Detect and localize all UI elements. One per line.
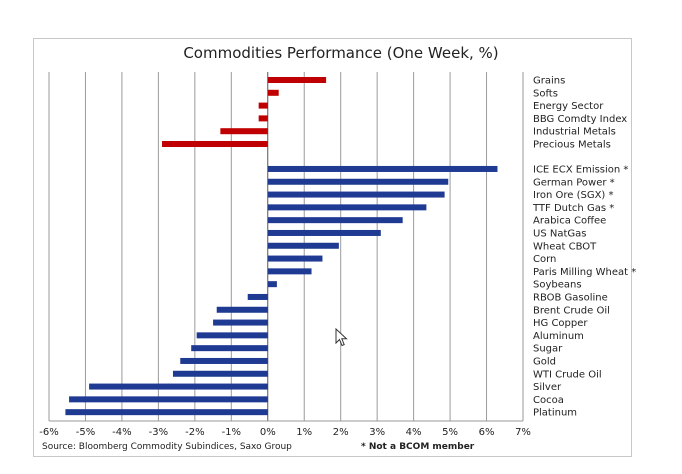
bar	[268, 217, 403, 223]
category-label: Cocoa	[533, 395, 564, 406]
bar	[259, 103, 268, 109]
membership-note: * Not a BCOM member	[361, 442, 474, 452]
category-label: Silver	[533, 382, 562, 393]
bar	[268, 166, 498, 172]
x-tick-label: -4%	[112, 427, 131, 438]
bar	[259, 115, 268, 121]
category-label: Precious Metals	[533, 140, 611, 151]
category-label: Brent Crude Oil	[533, 305, 610, 316]
source-note: Source: Bloomberg Commodity Subindices, …	[42, 442, 292, 452]
bar	[248, 294, 268, 300]
category-label: Iron Ore (SGX) *	[533, 190, 614, 201]
x-tick-label: 5%	[442, 427, 458, 438]
bar	[268, 230, 381, 236]
x-tick-label: -1%	[222, 427, 241, 438]
bar	[220, 128, 267, 134]
bar	[268, 90, 279, 96]
x-tick-label: -3%	[149, 427, 168, 438]
category-label: German Power *	[533, 177, 615, 188]
category-label: Paris Milling Wheat *	[533, 267, 636, 278]
category-label: Soybeans	[533, 280, 582, 291]
bar	[268, 179, 448, 185]
x-tick-label: 1%	[296, 427, 312, 438]
category-label: ICE ECX Emission *	[533, 164, 628, 175]
bar	[217, 307, 268, 313]
bar	[173, 371, 268, 377]
category-label: Industrial Metals	[533, 127, 616, 138]
bar	[268, 204, 427, 210]
bar	[268, 77, 326, 83]
category-label: Gold	[533, 356, 556, 367]
bar	[197, 332, 268, 338]
bar	[213, 320, 268, 326]
bar	[268, 281, 277, 287]
category-label: Softs	[533, 88, 558, 99]
category-label: Energy Sector	[533, 101, 604, 112]
bar	[162, 141, 268, 147]
category-label: Corn	[533, 254, 556, 265]
category-label: Platinum	[533, 408, 577, 419]
category-label: WTI Crude Oil	[533, 369, 602, 380]
category-label: Sugar	[533, 344, 563, 355]
bar	[268, 268, 312, 274]
category-label: US NatGas	[533, 228, 586, 239]
category-label: Grains	[533, 76, 565, 87]
category-label: RBOB Gasoline	[533, 292, 608, 303]
mouse-pointer-icon	[335, 328, 349, 348]
x-tick-label: 2%	[333, 427, 349, 438]
category-label: TTF Dutch Gas *	[532, 203, 614, 214]
bar	[69, 396, 268, 402]
category-label: BBG Comdty Index	[533, 114, 627, 125]
category-label: Arabica Coffee	[533, 216, 606, 227]
bar	[268, 256, 323, 262]
bar	[65, 409, 267, 415]
x-tick-label: 3%	[369, 427, 385, 438]
category-label: Wheat CBOT	[533, 241, 597, 252]
bar	[180, 358, 268, 364]
x-tick-label: 7%	[515, 427, 531, 438]
bar	[89, 384, 268, 390]
bar	[268, 192, 445, 198]
x-tick-label: 4%	[406, 427, 422, 438]
x-tick-label: -5%	[76, 427, 95, 438]
bar	[191, 345, 268, 351]
category-label: Aluminum	[533, 331, 584, 342]
x-tick-label: 0%	[260, 427, 276, 438]
bar	[268, 243, 339, 249]
x-tick-label: 6%	[479, 427, 495, 438]
category-label: HG Copper	[533, 318, 588, 329]
x-tick-label: -2%	[185, 427, 204, 438]
x-tick-label: -6%	[39, 427, 58, 438]
